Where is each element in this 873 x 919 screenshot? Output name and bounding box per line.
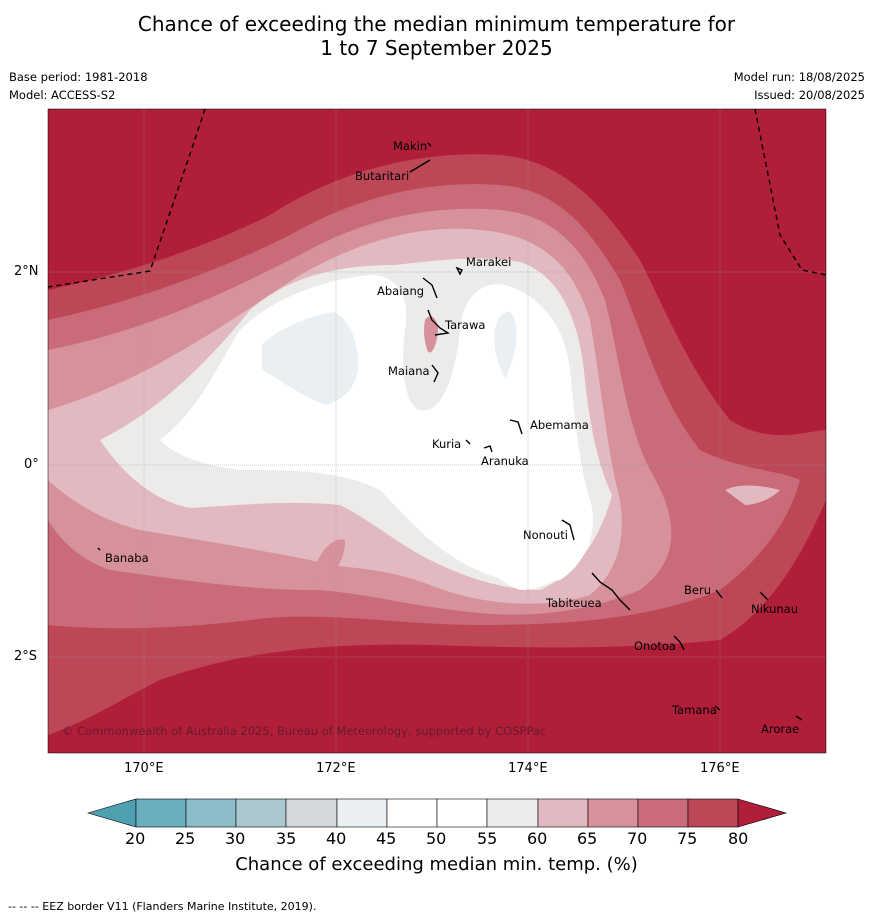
colorbar-tick: 50	[426, 829, 447, 848]
map-frame	[47, 108, 827, 754]
colorbar-box-35	[285, 798, 338, 828]
colorbar-box-60	[537, 798, 589, 828]
colorbar-tick: 20	[125, 829, 146, 848]
band-40-45	[262, 312, 359, 405]
lat-label: 2°S	[14, 649, 38, 664]
tabiteuea-island	[591, 572, 631, 611]
colorbar-title: Chance of exceeding median min. temp. (%…	[235, 854, 638, 875]
colorbar-tick: 35	[276, 829, 297, 848]
title-line-2: 1 to 7 September 2025	[320, 36, 553, 60]
model-run: Model run: 18/08/2025	[733, 70, 865, 84]
meta-left: Base period: 1981-2018 Model: ACCESS-S2	[9, 68, 148, 104]
lon-label: 176°E	[700, 761, 740, 776]
lon-label: 174°E	[508, 761, 548, 776]
title-line-1: Chance of exceeding the median minimum t…	[137, 12, 736, 36]
onotoa-island	[673, 635, 685, 651]
colorbar-box-50	[436, 798, 488, 828]
colorbar-tick: 65	[577, 829, 598, 848]
tamana-island	[714, 705, 721, 711]
makin-island	[427, 142, 432, 147]
marakei-island	[455, 266, 463, 276]
place-label: Tamana	[672, 703, 717, 717]
band-40-45b	[494, 311, 517, 378]
colorbar-tick: 30	[225, 829, 246, 848]
lat-label: 2°N	[14, 264, 39, 279]
colorbar-box-30	[235, 798, 287, 828]
graticule	[48, 109, 826, 753]
place-label: Maiana	[388, 364, 430, 378]
place-label: Kuria	[432, 437, 462, 451]
place-label: Banaba	[105, 551, 149, 565]
colorbar-tick: 40	[326, 829, 347, 848]
contour-field	[48, 109, 826, 753]
place-label: Nonouti	[523, 528, 568, 542]
base-period: Base period: 1981-2018	[9, 70, 148, 84]
lon-label: 172°E	[316, 761, 356, 776]
place-label: Aranuka	[481, 454, 529, 468]
nikunau-island	[759, 591, 769, 601]
lat-label: 0°	[24, 457, 39, 472]
beru-island	[715, 589, 723, 599]
tarawa-island	[427, 309, 450, 336]
colorbar-low-triangle	[86, 798, 137, 828]
model-name: Model: ACCESS-S2	[9, 88, 116, 102]
band-banaba-pink	[310, 539, 345, 582]
band-tarawa-pink	[424, 316, 438, 353]
nonouti-island	[561, 519, 575, 541]
place-label: Abaiang	[377, 284, 425, 298]
band-east-pink	[725, 485, 780, 505]
place-label: Tarawa	[445, 318, 486, 332]
place-label: Tabiteuea	[546, 596, 602, 610]
place-label: Nikunau	[751, 602, 799, 616]
place-label: Butaritari	[355, 169, 410, 183]
abaiang-island	[422, 277, 438, 299]
place-label: Marakei	[466, 255, 512, 269]
copyright-notice: © Commonwealth of Australia 2025, Bureau…	[62, 724, 547, 738]
colorbar-box-55	[486, 798, 539, 828]
colorbar-tick: 25	[175, 829, 196, 848]
lon-label: 170°E	[124, 761, 164, 776]
place-label: Onotoa	[634, 639, 676, 653]
arorae-island	[795, 715, 803, 721]
colorbar-tick: 75	[677, 829, 698, 848]
place-label: Makin	[393, 139, 428, 153]
eez-border	[48, 109, 826, 288]
issued-date: Issued: 20/08/2025	[754, 88, 865, 102]
colorbar	[86, 798, 788, 828]
colorbar-box-65	[587, 798, 639, 828]
colorbar-box-40	[336, 798, 388, 828]
band-nonouti-white	[465, 511, 590, 590]
kuria-island	[465, 439, 471, 445]
banaba-island	[97, 547, 101, 551]
colorbar-box-25	[185, 798, 237, 828]
colorbar-box-70	[637, 798, 689, 828]
islands	[97, 142, 803, 721]
place-label: Abemama	[530, 418, 589, 432]
colorbar-box-20	[135, 798, 187, 828]
abemama-island	[509, 419, 523, 435]
colorbar-tick: 80	[728, 829, 749, 848]
colorbar-box-45	[386, 798, 438, 828]
colorbar-tick: 70	[627, 829, 648, 848]
map-title: Chance of exceeding the median minimum t…	[0, 12, 873, 60]
place-label: Beru	[684, 583, 711, 597]
butaritari-island	[409, 159, 431, 173]
colorbar-tick: 55	[477, 829, 498, 848]
meta-right: Model run: 18/08/2025 Issued: 20/08/2025	[734, 68, 865, 104]
place-label: Arorae	[761, 722, 800, 736]
colorbar-tick: 45	[376, 829, 397, 848]
eez-footnote: -- -- -- EEZ border V11 (Flanders Marine…	[8, 900, 317, 913]
colorbar-high-triangle	[737, 798, 788, 828]
colorbar-tick: 60	[527, 829, 548, 848]
maiana-island	[431, 364, 439, 383]
aranuka-island	[483, 445, 493, 453]
colorbar-box-75	[687, 798, 739, 828]
